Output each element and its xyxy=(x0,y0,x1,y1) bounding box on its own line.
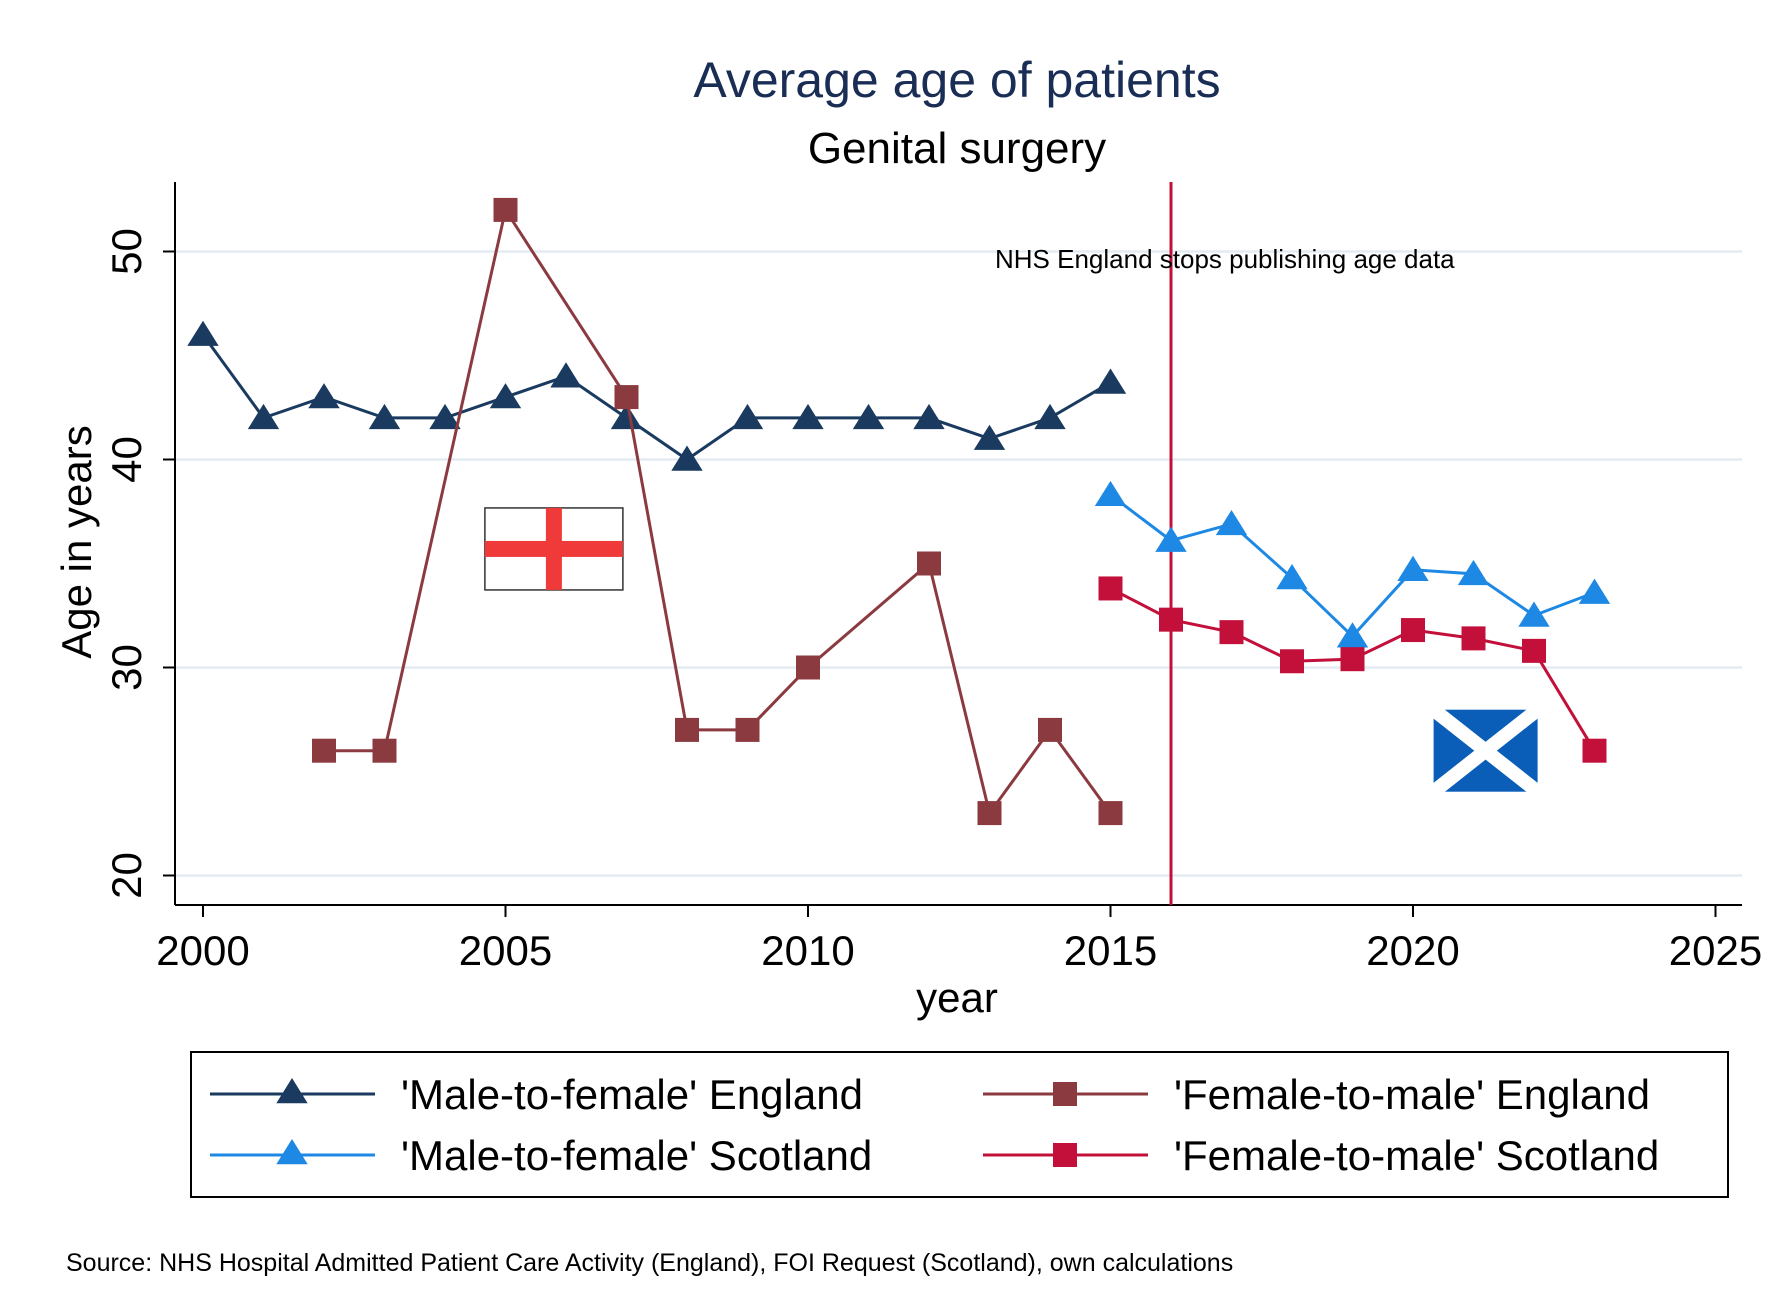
series-1 xyxy=(312,197,1123,826)
data-point xyxy=(1276,564,1308,590)
data-point xyxy=(1094,480,1127,507)
data-point xyxy=(312,738,336,763)
data-point xyxy=(247,403,280,430)
scotland-flag-icon xyxy=(1429,704,1542,798)
data-point xyxy=(1280,649,1304,674)
legend-label: 'Male-to-female' Scotland xyxy=(401,1132,872,1179)
x-tick-label-2000: 2000 xyxy=(156,927,249,974)
data-point xyxy=(852,403,885,430)
data-point xyxy=(731,403,764,430)
legend-item-3: 'Female-to-male' Scotland xyxy=(983,1132,1659,1179)
data-point xyxy=(372,738,397,763)
data-point xyxy=(1159,607,1183,632)
data-point xyxy=(1215,509,1248,536)
legend-item-2: 'Male-to-female' Scotland xyxy=(210,1132,872,1179)
legend-label: 'Male-to-female' England xyxy=(401,1071,863,1118)
data-point xyxy=(1457,559,1490,586)
data-point xyxy=(1397,555,1429,581)
data-point xyxy=(1578,578,1611,604)
data-point xyxy=(187,320,219,346)
data-point xyxy=(671,445,703,471)
series-3 xyxy=(1098,576,1607,763)
data-point xyxy=(1219,620,1244,645)
grid xyxy=(175,250,1742,877)
data-point xyxy=(610,403,643,430)
legend-item-1: 'Female-to-male' England xyxy=(983,1071,1650,1118)
legend-box xyxy=(190,1051,1729,1198)
reference-line-annotation: NHS England stops publishing age data xyxy=(995,244,1455,274)
y-axis-label: Age in years xyxy=(53,425,100,658)
data-point xyxy=(1340,647,1365,672)
data-point xyxy=(1098,801,1123,826)
data-point xyxy=(1582,738,1607,763)
x-tick-label-2015: 2015 xyxy=(1064,927,1157,974)
legend-label: 'Female-to-male' England xyxy=(1174,1071,1650,1118)
chart-title: Average age of patients xyxy=(693,52,1220,108)
series-line-0 xyxy=(201,333,1112,462)
y-tick-label-20: 20 xyxy=(103,852,150,899)
data-point xyxy=(1094,368,1127,394)
data-point xyxy=(550,362,582,388)
data-point xyxy=(796,655,820,680)
data-point xyxy=(489,383,522,409)
legend-marker xyxy=(1053,1082,1077,1106)
legend-marker xyxy=(276,1078,308,1104)
data-point xyxy=(675,717,699,742)
data-point xyxy=(1098,576,1123,601)
data-point xyxy=(913,403,945,430)
legend-marker xyxy=(1053,1143,1077,1167)
y-tick-label-50: 50 xyxy=(103,228,150,275)
legend-item-0: 'Male-to-female' England xyxy=(210,1071,863,1118)
flags xyxy=(484,507,1542,798)
data-point xyxy=(1461,626,1486,651)
reference-line-group: NHS England stops publishing age data xyxy=(995,182,1455,905)
axes: 20 30 40 50 2000 2005 2010 2015 2020 2025 xyxy=(103,182,1762,974)
series-line-2 xyxy=(1109,493,1596,639)
data-point xyxy=(1038,717,1062,742)
x-axis-label: year xyxy=(916,974,998,1021)
chart-subtitle: Genital surgery xyxy=(808,124,1106,173)
data-point xyxy=(1155,526,1187,552)
data-point xyxy=(368,403,401,430)
data-point xyxy=(917,551,941,576)
data-point xyxy=(735,717,760,742)
data-point xyxy=(493,197,518,222)
data-point xyxy=(308,383,340,409)
series-group xyxy=(187,197,1611,826)
data-point xyxy=(977,801,1002,826)
data-point xyxy=(792,403,824,430)
data-point xyxy=(614,385,639,410)
data-point xyxy=(1522,638,1546,663)
series-2 xyxy=(1094,480,1611,648)
x-tick-label-2005: 2005 xyxy=(459,927,552,974)
y-tick-label-40: 40 xyxy=(103,436,150,483)
data-point xyxy=(1401,618,1425,643)
series-line-1 xyxy=(324,206,1112,817)
y-tick-label-30: 30 xyxy=(103,644,150,691)
legend-marker xyxy=(276,1139,308,1165)
series-0 xyxy=(187,320,1127,471)
legend: 'Male-to-female' England 'Female-to-male'… xyxy=(190,1051,1729,1198)
x-tick-label-2010: 2010 xyxy=(761,927,854,974)
data-point xyxy=(1518,601,1550,627)
data-point xyxy=(1034,403,1066,430)
england-flag-icon xyxy=(484,507,624,591)
x-tick-label-2020: 2020 xyxy=(1366,927,1459,974)
legend-label: 'Female-to-male' Scotland xyxy=(1174,1132,1659,1179)
data-point xyxy=(1336,622,1369,648)
data-point xyxy=(429,403,461,430)
data-point xyxy=(973,424,1006,450)
x-tick-label-2025: 2025 xyxy=(1669,927,1762,974)
source-note: Source: NHS Hospital Admitted Patient Ca… xyxy=(66,1249,1233,1277)
